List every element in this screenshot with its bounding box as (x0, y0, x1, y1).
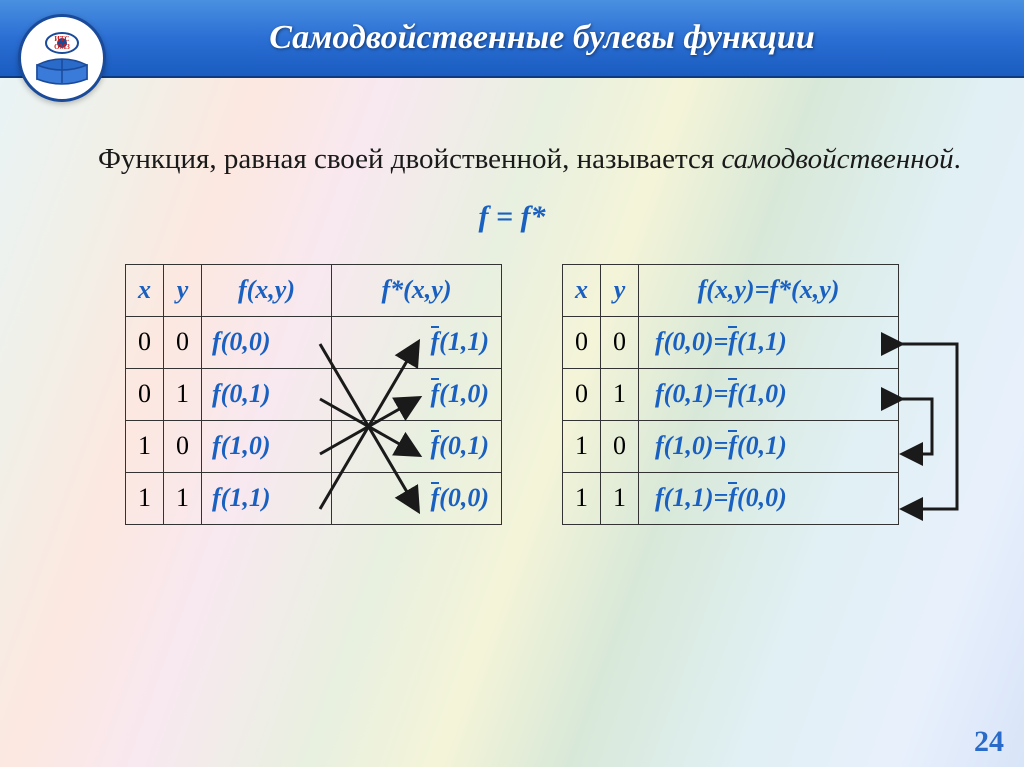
slide-title: Самодвойственные булевы функции (0, 19, 1024, 57)
cell-y: 0 (601, 420, 639, 472)
definition-text: Функция, равная своей двойственной, назы… (60, 138, 964, 182)
table2: xyf(x,y)=f*(x,y) 00f(0,0)=f(1,1)01f(0,1)… (562, 264, 899, 525)
cell-f: f(1,0) (202, 420, 332, 472)
slide-content: Функция, равная своей двойственной, назы… (0, 78, 1024, 525)
definition-pre: Функция, равная своей двойственной, назы… (98, 143, 721, 175)
cell-fstar: f(0,1) (332, 420, 502, 472)
cell-y: 1 (601, 368, 639, 420)
table-row: 11f(1,1)f(0,0) (126, 472, 502, 524)
definition-post: . (954, 143, 961, 175)
logo: ИТС ОМЗ (18, 14, 106, 102)
table1: xyf(x,y)f*(x,y) 00f(0,0)f(1,1)01f(0,1)f(… (125, 264, 502, 525)
cell-y: 0 (601, 316, 639, 368)
cell-x: 1 (563, 420, 601, 472)
cell-f: f(0,1) (202, 368, 332, 420)
table-row: 11f(1,1)=f(0,0) (563, 472, 899, 524)
table-row: 01f(0,1)=f(1,0) (563, 368, 899, 420)
cell-x: 0 (126, 368, 164, 420)
table-row: 10f(1,0)f(0,1) (126, 420, 502, 472)
table2-header: x (563, 264, 601, 316)
table1-header: x (126, 264, 164, 316)
tables-container: xyf(x,y)f*(x,y) 00f(0,0)f(1,1)01f(0,1)f(… (40, 264, 984, 525)
page-number: 24 (974, 725, 1004, 759)
table2-header: y (601, 264, 639, 316)
cell-y: 1 (601, 472, 639, 524)
cell-f: f(0,0) (202, 316, 332, 368)
cell-equation: f(1,0)=f(0,1) (639, 420, 899, 472)
cell-x: 0 (126, 316, 164, 368)
cell-fstar: f(1,0) (332, 368, 502, 420)
table-row: 01f(0,1)f(1,0) (126, 368, 502, 420)
table1-header: y (164, 264, 202, 316)
logo-book-icon: ИТС ОМЗ (27, 23, 97, 93)
cell-f: f(1,1) (202, 472, 332, 524)
definition-term: самодвойственной (721, 143, 953, 175)
slide-header: ИТС ОМЗ Самодвойственные булевы функции (0, 0, 1024, 78)
cell-x: 1 (126, 472, 164, 524)
svg-text:ОМЗ: ОМЗ (54, 43, 70, 51)
cell-y: 1 (164, 368, 202, 420)
table-row: 10f(1,0)=f(0,1) (563, 420, 899, 472)
cell-fstar: f(0,0) (332, 472, 502, 524)
cell-x: 0 (563, 368, 601, 420)
formula: f = f* (40, 200, 984, 234)
cell-y: 0 (164, 316, 202, 368)
svg-text:ИТС: ИТС (54, 35, 69, 43)
table2-header: f(x,y)=f*(x,y) (639, 264, 899, 316)
cell-equation: f(0,0)=f(1,1) (639, 316, 899, 368)
cell-x: 1 (126, 420, 164, 472)
table2-box: xyf(x,y)=f*(x,y) 00f(0,0)=f(1,1)01f(0,1)… (562, 264, 899, 525)
table1-header: f*(x,y) (332, 264, 502, 316)
cell-fstar: f(1,1) (332, 316, 502, 368)
table-row: 00f(0,0)f(1,1) (126, 316, 502, 368)
cell-equation: f(1,1)=f(0,0) (639, 472, 899, 524)
cell-y: 0 (164, 420, 202, 472)
table1-box: xyf(x,y)f*(x,y) 00f(0,0)f(1,1)01f(0,1)f(… (125, 264, 502, 525)
table1-header: f(x,y) (202, 264, 332, 316)
cell-equation: f(0,1)=f(1,0) (639, 368, 899, 420)
cell-x: 0 (563, 316, 601, 368)
cell-x: 1 (563, 472, 601, 524)
cell-y: 1 (164, 472, 202, 524)
table-row: 00f(0,0)=f(1,1) (563, 316, 899, 368)
